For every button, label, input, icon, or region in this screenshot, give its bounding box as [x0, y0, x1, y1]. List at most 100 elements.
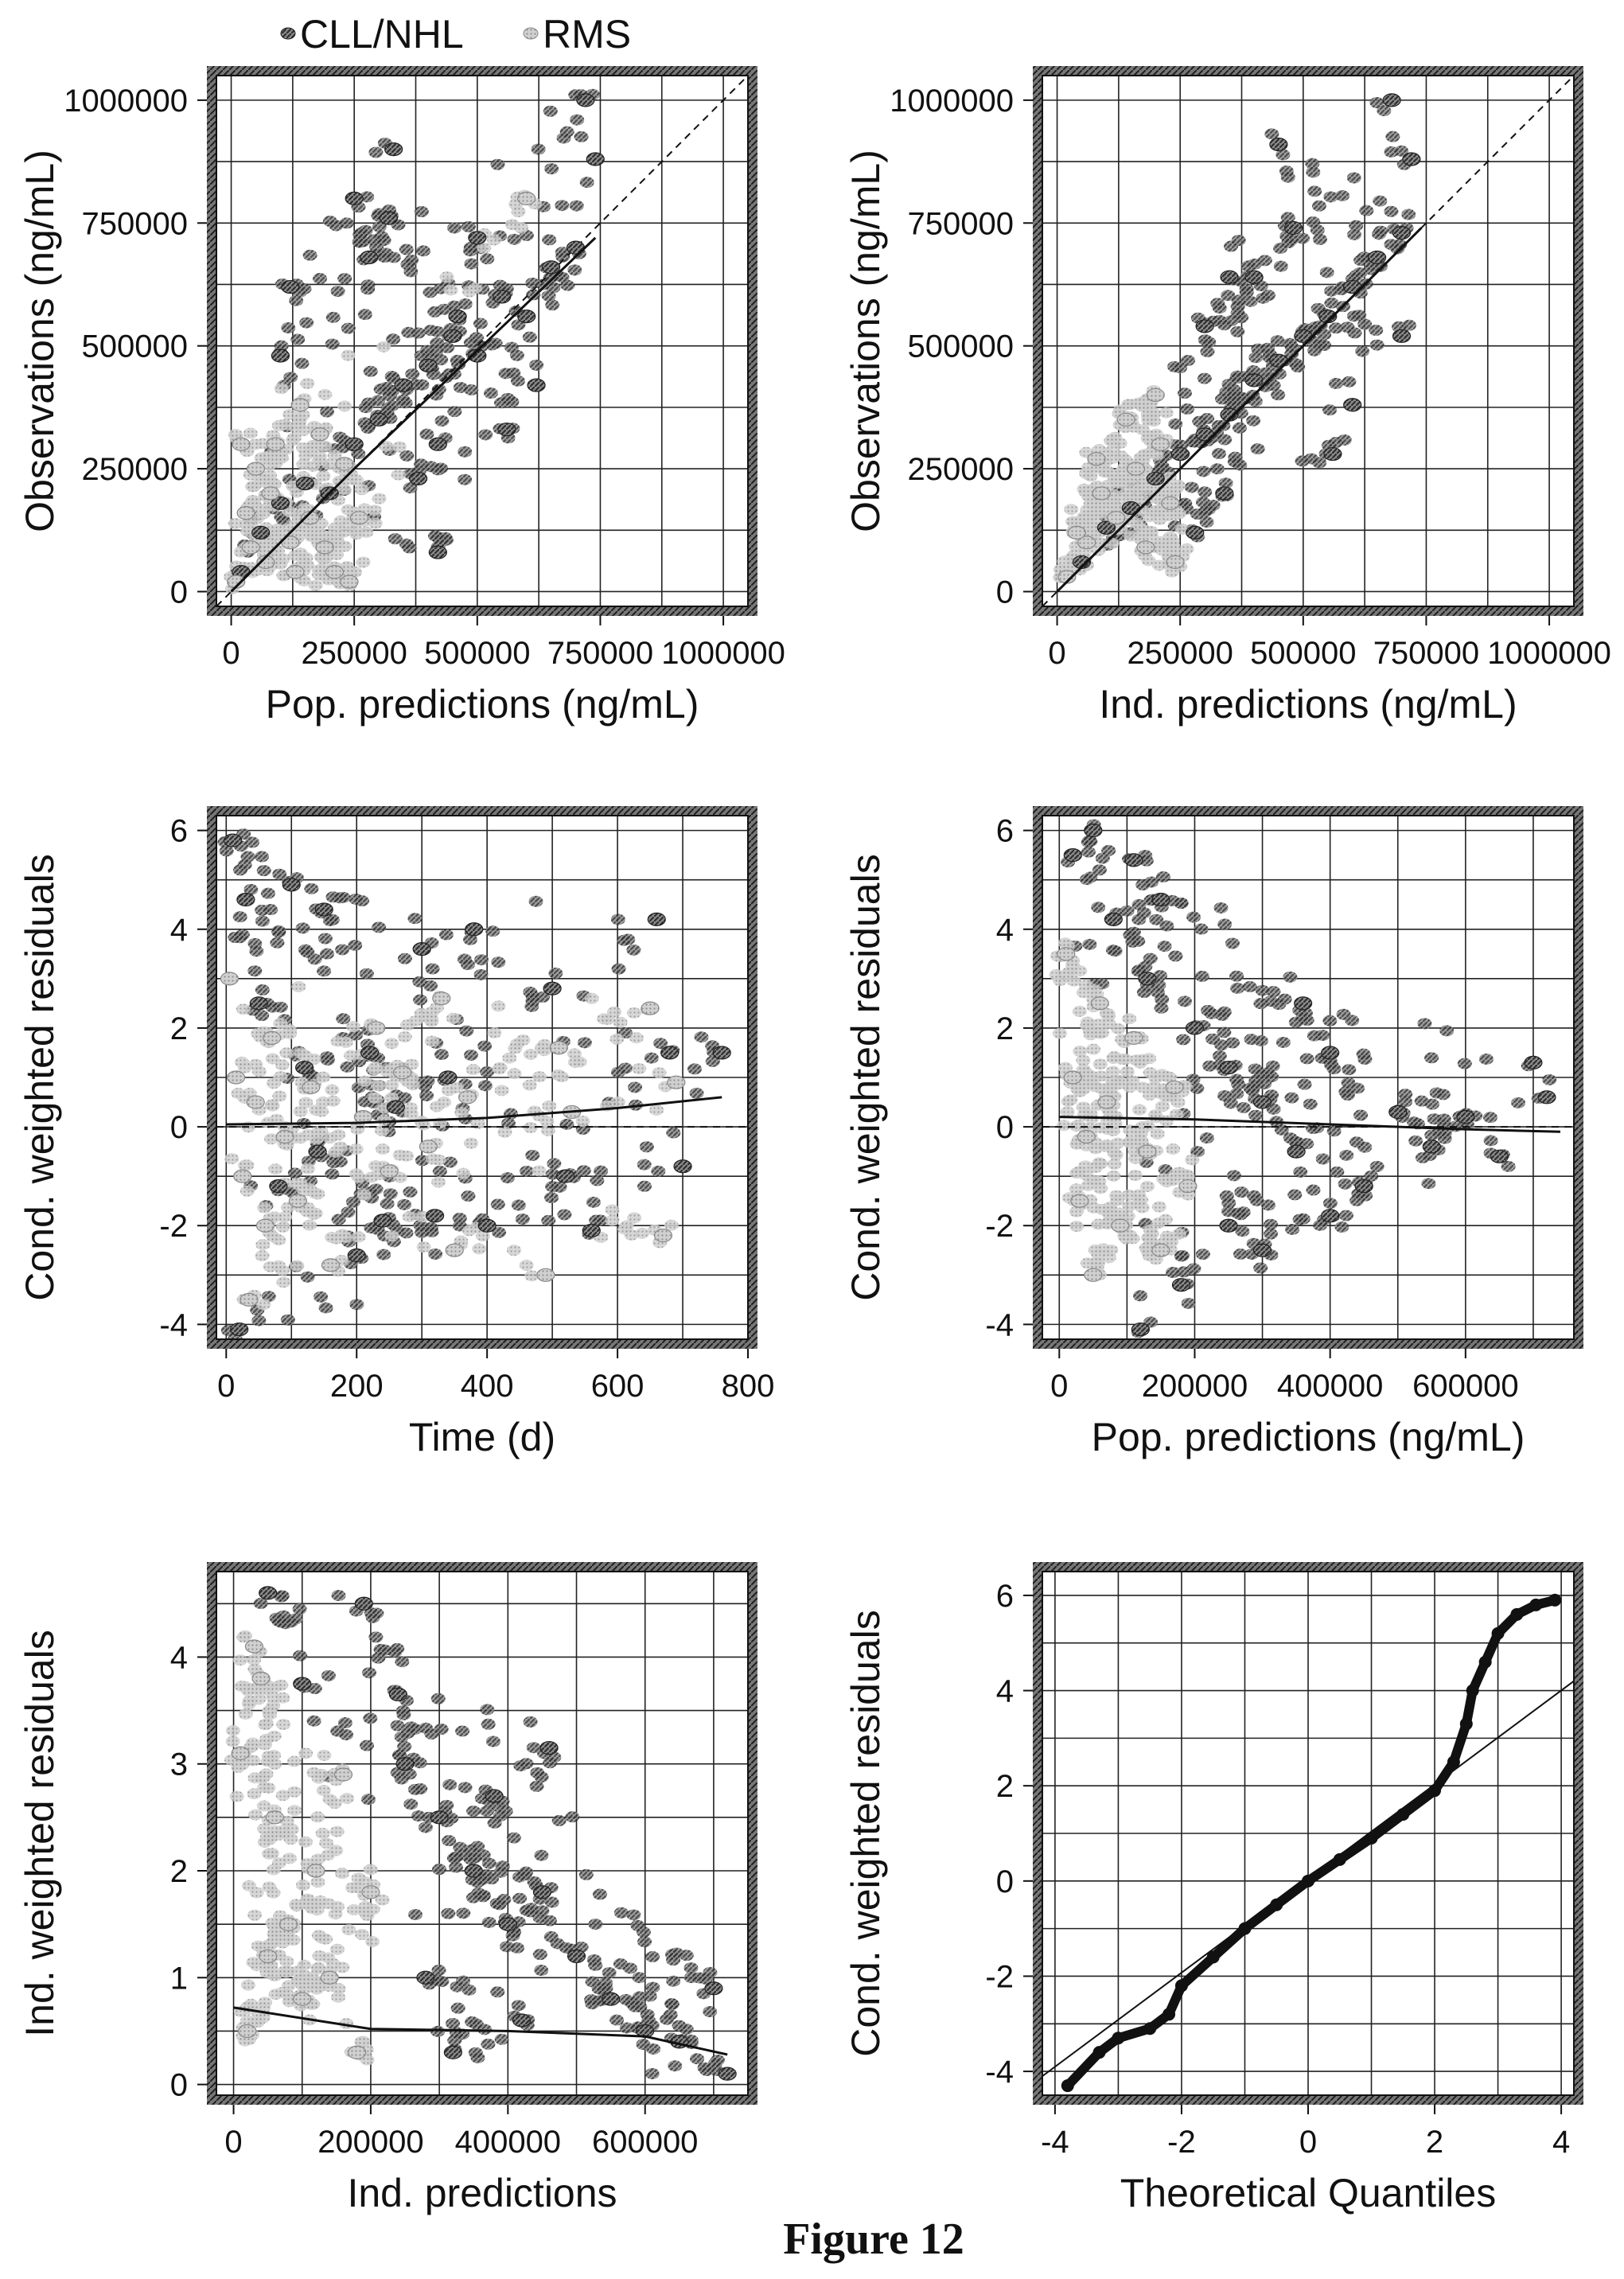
- cloud-point-cll-nhl: [525, 1149, 540, 1161]
- cloud-point-cll-nhl: [232, 911, 247, 923]
- cloud-point-rms: [384, 1230, 399, 1242]
- cloud-point-rms: [300, 1163, 315, 1175]
- cloud-point-rms: [1136, 479, 1151, 491]
- y-tick-label: -4: [985, 2055, 1014, 2090]
- data-point-cll-nhl: [384, 142, 403, 157]
- x-axis-label: Pop. predictions (ng/mL): [1092, 1415, 1525, 1459]
- cloud-point-rms: [346, 1904, 361, 1916]
- data-point-cll-nhl: [712, 1046, 731, 1060]
- cloud-point-cll-nhl: [1511, 1097, 1526, 1108]
- x-tick-label: -2: [1167, 2125, 1196, 2160]
- cloud-point-cll-nhl: [1437, 1132, 1452, 1144]
- cloud-point-cll-nhl: [432, 1864, 447, 1876]
- cloud-point-cll-nhl: [1229, 970, 1244, 982]
- plot-border: [216, 1571, 749, 2096]
- x-tick-label: 0: [1048, 636, 1065, 671]
- cloud-point-cll-nhl: [1212, 1050, 1227, 1062]
- data-point-rms: [241, 540, 260, 555]
- cloud-point-cll-nhl: [632, 1991, 647, 2003]
- data-point-cll-nhl: [314, 902, 333, 917]
- cloud-point-cll-nhl: [339, 1729, 354, 1741]
- cloud-point-cll-nhl: [506, 367, 521, 379]
- data-point-cll-nhl: [1392, 329, 1412, 343]
- cloud-point-rms: [329, 1943, 345, 1955]
- data-point-cll-nhl: [718, 2067, 737, 2081]
- cloud-point-cll-nhl: [690, 2053, 705, 2065]
- cloud-point-cll-nhl: [1369, 325, 1384, 337]
- data-point-rms: [226, 1070, 246, 1085]
- cloud-point-rms: [248, 1058, 263, 1070]
- cloud-point-cll-nhl: [1275, 149, 1291, 161]
- data-point-rms: [1070, 1194, 1089, 1208]
- cloud-point-rms: [276, 1719, 291, 1731]
- cloud-point-rms: [269, 1113, 284, 1125]
- data-point-cll-nhl: [673, 1159, 692, 1174]
- cloud-point-cll-nhl: [245, 836, 260, 848]
- cloud-point-cll-nhl: [260, 887, 275, 899]
- cloud-point-rms: [262, 1705, 277, 1717]
- cloud-point-cll-nhl: [1377, 105, 1392, 117]
- cloud-point-rms: [494, 1085, 509, 1097]
- cloud-point-cll-nhl: [1317, 339, 1332, 351]
- cloud-point-cll-nhl: [442, 1778, 458, 1790]
- cloud-point-cll-nhl: [523, 1716, 538, 1728]
- cloud-point-rms: [1166, 1143, 1181, 1155]
- cloud-point-cll-nhl: [1184, 481, 1199, 493]
- cloud-point-cll-nhl: [547, 1158, 562, 1170]
- cloud-point-rms: [263, 1133, 278, 1145]
- cloud-point-cll-nhl: [637, 1159, 652, 1171]
- cloud-point-cll-nhl: [689, 1087, 704, 1099]
- cloud-point-cll-nhl: [1199, 1132, 1214, 1144]
- cloud-point-rms: [312, 454, 327, 466]
- y-tick-label: 2: [170, 1011, 188, 1046]
- data-point-cll-nhl: [1323, 446, 1342, 462]
- data-point-rms: [1111, 1218, 1130, 1233]
- cloud-point-cll-nhl: [480, 1066, 495, 1078]
- cloud-point-rms: [354, 1929, 369, 1941]
- data-point-rms: [1146, 388, 1165, 403]
- cloud-point-cll-nhl: [491, 956, 506, 968]
- cloud-point-rms: [1078, 486, 1093, 498]
- cloud-point-rms: [266, 1864, 281, 1876]
- data-point-rms: [255, 1218, 275, 1233]
- cloud-point-cll-nhl: [314, 1291, 329, 1303]
- cloud-point-rms: [429, 1101, 444, 1112]
- cloud-point-rms: [277, 419, 292, 430]
- cloud-point-cll-nhl: [362, 1667, 377, 1679]
- data-point-rms: [321, 1258, 341, 1272]
- cloud-point-cll-nhl: [1369, 1160, 1384, 1172]
- cloud-point-rms: [372, 493, 387, 504]
- cloud-point-rms: [1185, 1154, 1200, 1166]
- y-tick-label: 2: [996, 1769, 1014, 1804]
- data-point-cll-nhl: [408, 471, 428, 486]
- cloud-point-cll-nhl: [611, 963, 626, 975]
- cloud-point-cll-nhl: [1209, 463, 1225, 475]
- legend-item-rms[interactable]: RMS: [523, 12, 631, 56]
- cloud-point-cll-nhl: [395, 1656, 410, 1668]
- cloud-point-cll-nhl: [1261, 290, 1276, 302]
- cloud-point-cll-nhl: [1223, 1097, 1238, 1109]
- cloud-point-cll-nhl: [506, 1832, 521, 1844]
- cloud-point-rms: [237, 1062, 252, 1073]
- cloud-point-rms: [261, 1782, 276, 1794]
- cloud-point-rms: [1092, 1058, 1108, 1070]
- legend-item-cll-nhl[interactable]: CLL/NHL: [280, 12, 464, 56]
- cloud-point-rms: [1135, 1120, 1150, 1132]
- cloud-point-rms: [354, 484, 369, 496]
- data-point-cll-nhl: [1215, 486, 1234, 501]
- cloud-point-cll-nhl: [1177, 995, 1192, 1007]
- cloud-point-cll-nhl: [1335, 189, 1350, 201]
- cloud-point-cll-nhl: [428, 1249, 443, 1260]
- cloud-point-cll-nhl: [372, 921, 387, 933]
- cloud-point-cll-nhl: [1255, 984, 1270, 996]
- y-tick-label: 500000: [82, 329, 188, 364]
- cloud-point-rms: [313, 1895, 328, 1907]
- data-point-cll-nhl: [1343, 398, 1362, 412]
- cloud-point-cll-nhl: [418, 1821, 433, 1833]
- cloud-point-rms: [293, 1132, 308, 1144]
- cloud-point-rms: [1143, 1224, 1158, 1236]
- data-point-cll-nhl: [704, 1981, 723, 1996]
- cloud-point-rms: [487, 234, 502, 246]
- cloud-point-cll-nhl: [691, 1972, 707, 1984]
- cloud-point-rms: [255, 503, 271, 515]
